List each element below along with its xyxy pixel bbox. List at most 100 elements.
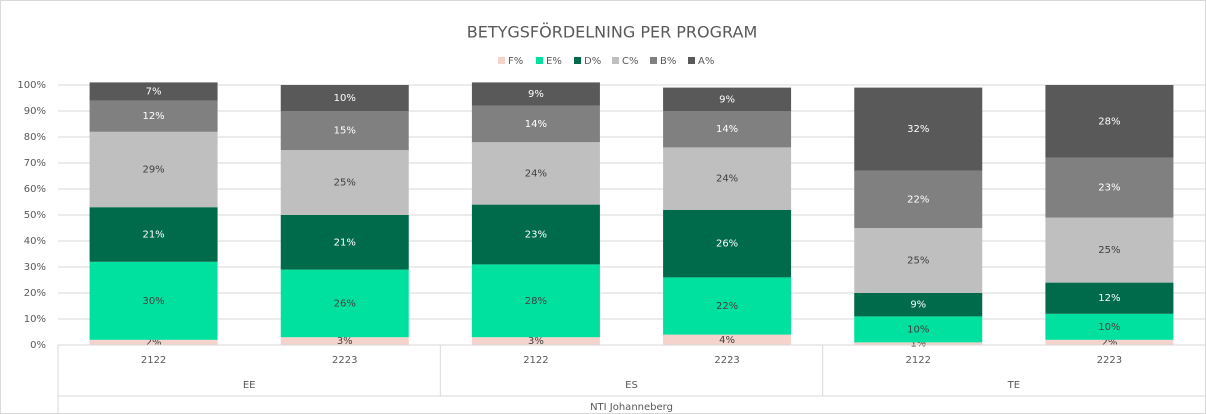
- y-tick-label: 10%: [24, 314, 46, 325]
- data-label: 28%: [1098, 116, 1120, 127]
- bar-segment: [854, 87, 983, 171]
- legend-swatch: [574, 57, 581, 64]
- data-label: 12%: [142, 111, 164, 122]
- data-label: 4%: [719, 335, 735, 346]
- bar-segment: [854, 228, 983, 293]
- data-label: 26%: [334, 298, 356, 309]
- data-label: 14%: [525, 119, 547, 130]
- y-tick-label: 90%: [24, 106, 46, 117]
- bar-segment: [280, 337, 409, 345]
- data-label: 9%: [719, 94, 735, 105]
- data-label: 9%: [528, 89, 544, 100]
- y-tick-label: 30%: [24, 262, 46, 273]
- data-label: 2%: [146, 337, 162, 348]
- legend-swatch: [688, 57, 695, 64]
- x-tick-label: 2122: [523, 355, 548, 366]
- bar-segment: [89, 339, 218, 345]
- bar-segment: [663, 334, 792, 345]
- bar-segment: [1045, 217, 1174, 283]
- bar-segment: [89, 82, 218, 101]
- data-label: 23%: [1098, 183, 1120, 194]
- data-label: 25%: [1098, 245, 1120, 256]
- data-label: 28%: [525, 296, 547, 307]
- x-tick-label: 2223: [1097, 355, 1122, 366]
- data-label: 32%: [907, 124, 929, 135]
- bar-segment: [1045, 313, 1174, 340]
- data-label: 10%: [1098, 322, 1120, 333]
- data-label: 22%: [907, 194, 929, 205]
- bar-segment: [1045, 282, 1174, 314]
- y-tick-label: 20%: [24, 288, 46, 299]
- legend-swatch: [536, 57, 543, 64]
- x-tick-label: 2223: [332, 355, 357, 366]
- bar-segment: [280, 215, 409, 270]
- bar-segment: [280, 150, 409, 215]
- bar-segment: [1045, 85, 1174, 158]
- bar-segment: [663, 111, 792, 148]
- data-label: 10%: [334, 93, 356, 104]
- bar-segment: [471, 337, 600, 345]
- group-label: ES: [625, 380, 638, 391]
- bar-segment: [663, 147, 792, 210]
- legend-swatch: [498, 57, 505, 64]
- bar-segment: [663, 87, 792, 111]
- x-tick-label: 2122: [141, 355, 166, 366]
- bar-segment: [471, 204, 600, 265]
- bar-segment: [89, 261, 218, 340]
- y-tick-label: 100%: [17, 80, 46, 91]
- bar-segment: [663, 209, 792, 278]
- bar-segment: [280, 85, 409, 111]
- data-label: 29%: [142, 165, 164, 176]
- bar-segment: [854, 316, 983, 343]
- bar-segment: [471, 142, 600, 205]
- y-tick-label: 60%: [24, 184, 46, 195]
- bar-segment: [1045, 339, 1174, 345]
- bar-segment: [89, 131, 218, 208]
- y-tick-label: 40%: [24, 236, 46, 247]
- chart-title: BETYGSFÖRDELNING PER PROGRAM: [467, 23, 758, 42]
- data-label: 24%: [716, 174, 738, 185]
- x-tick-label: 2223: [714, 355, 739, 366]
- bar-segment: [89, 207, 218, 262]
- data-label: 22%: [716, 301, 738, 312]
- y-tick-label: 70%: [24, 158, 46, 169]
- bar-segment: [280, 269, 409, 338]
- legend-label: F%: [508, 56, 523, 67]
- legend-swatch: [650, 57, 657, 64]
- y-tick-label: 0%: [30, 340, 46, 351]
- group-label: TE: [1007, 380, 1020, 391]
- data-label: 25%: [334, 178, 356, 189]
- legend-swatch: [612, 57, 619, 64]
- x-tick-label: 2122: [906, 355, 931, 366]
- data-label: 21%: [334, 237, 356, 248]
- data-label: 26%: [716, 239, 738, 250]
- bar-segment: [471, 82, 600, 106]
- legend-label: C%: [622, 56, 638, 67]
- y-tick-label: 50%: [24, 210, 46, 221]
- data-label: 21%: [142, 230, 164, 241]
- group-label: EE: [243, 380, 256, 391]
- data-label: 15%: [334, 126, 356, 137]
- data-label: 9%: [910, 300, 926, 311]
- bar-segment: [471, 105, 600, 143]
- data-label: 30%: [142, 296, 164, 307]
- bar-segment: [471, 264, 600, 338]
- data-label: 1%: [910, 339, 926, 350]
- legend-label: E%: [546, 56, 562, 67]
- bar-segment: [854, 342, 983, 345]
- data-label: 3%: [337, 336, 353, 347]
- data-label: 14%: [716, 124, 738, 135]
- data-label: 2%: [1101, 337, 1117, 348]
- bar-segment: [280, 111, 409, 150]
- y-tick-label: 80%: [24, 132, 46, 143]
- legend-label: A%: [698, 56, 714, 67]
- bar-segment: [854, 293, 983, 317]
- data-label: 23%: [525, 230, 547, 241]
- bar-segment: [1045, 157, 1174, 218]
- data-label: 12%: [1098, 293, 1120, 304]
- bar-segment: [89, 100, 218, 132]
- bar-segment: [854, 170, 983, 228]
- data-label: 3%: [528, 336, 544, 347]
- legend-label: B%: [660, 56, 676, 67]
- legend-label: D%: [584, 56, 601, 67]
